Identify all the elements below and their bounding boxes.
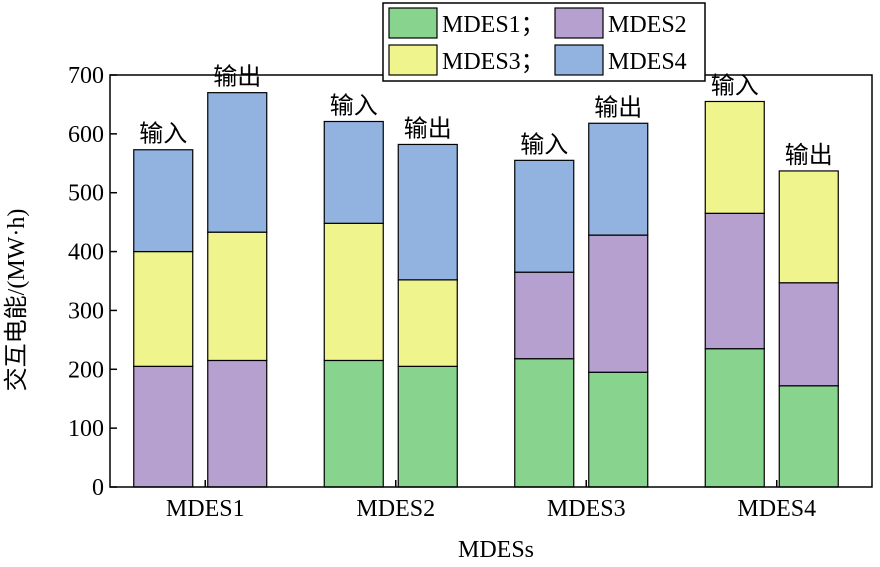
- bar-label: 输入: [711, 71, 759, 99]
- x-tick-label: MDES3: [547, 496, 626, 522]
- bar-segment-mdes4: [397, 143, 458, 281]
- legend-label: MDES1；: [442, 12, 545, 38]
- axes-layer: 0 100 200 300 400 500 600 700 MDES1 MDES2 MDES3 MDE…: [68, 63, 873, 522]
- bar-segment-mdes1: [323, 359, 384, 488]
- bar-label: 输入: [520, 130, 568, 158]
- y-tick-label: 200: [68, 357, 104, 383]
- legend-swatch-mdes3: [388, 44, 438, 76]
- bar-segment-mdes1: [397, 365, 458, 488]
- bar-segment-mdes4: [514, 159, 575, 273]
- legend-swatch-mdes4: [554, 44, 604, 76]
- y-tick-label: 500: [68, 181, 104, 207]
- x-axis-title: MDESs: [458, 537, 534, 563]
- legend: MDES1； MDES2 MDES3； MDES4: [382, 2, 706, 82]
- bar-segment-mdes2: [704, 212, 765, 350]
- bar-segment-mdes3: [323, 222, 384, 362]
- bar-label: 输出: [785, 141, 833, 169]
- y-tick-label: 300: [68, 298, 104, 324]
- legend-label: MDES3；: [442, 49, 545, 75]
- bar-segment-mdes1: [514, 358, 575, 488]
- legend-label: MDES2: [608, 12, 687, 38]
- bar-label: 输入: [330, 91, 378, 119]
- bar-segment-mdes4: [588, 122, 649, 236]
- bar-segment-mdes4: [207, 92, 268, 233]
- bar-segment-mdes1: [778, 385, 839, 488]
- bar-label: 输出: [404, 114, 452, 142]
- bar-segment-mdes3: [778, 170, 839, 284]
- bar-segment-mdes4: [323, 120, 384, 224]
- bar-segment-mdes4: [133, 149, 194, 253]
- y-axis-title: 交互电能/(MW·h): [3, 209, 30, 392]
- bar-segment-mdes3: [133, 250, 194, 367]
- bar-label: 输出: [594, 93, 642, 121]
- y-tick-label: 100: [68, 416, 104, 442]
- bar-segment-mdes2: [514, 271, 575, 360]
- bar-segment-mdes2: [133, 365, 194, 488]
- x-tick-label: MDES2: [356, 496, 435, 522]
- bar-segment-mdes3: [704, 100, 765, 214]
- legend-swatch-mdes1: [388, 7, 438, 39]
- x-tick-label: MDES1: [166, 496, 245, 522]
- bar-segment-mdes1: [588, 371, 649, 488]
- y-tick-label: 700: [68, 63, 104, 89]
- y-tick-label: 400: [68, 240, 104, 266]
- bar-segment-mdes2: [207, 359, 268, 488]
- bar-segment-mdes2: [778, 282, 839, 387]
- bar-segment-mdes1: [704, 348, 765, 488]
- legend-swatch-mdes2: [554, 7, 604, 39]
- bar-segment-mdes2: [588, 234, 649, 373]
- bar-segment-mdes3: [397, 279, 458, 367]
- bar-label: 输入: [139, 120, 187, 148]
- legend-label: MDES4: [608, 49, 687, 75]
- bar-label: 输出: [213, 63, 261, 91]
- x-tick-label: MDES4: [737, 496, 816, 522]
- y-tick-label: 600: [68, 122, 104, 148]
- y-tick-label: 0: [92, 475, 104, 501]
- bar-segment-mdes3: [207, 231, 268, 362]
